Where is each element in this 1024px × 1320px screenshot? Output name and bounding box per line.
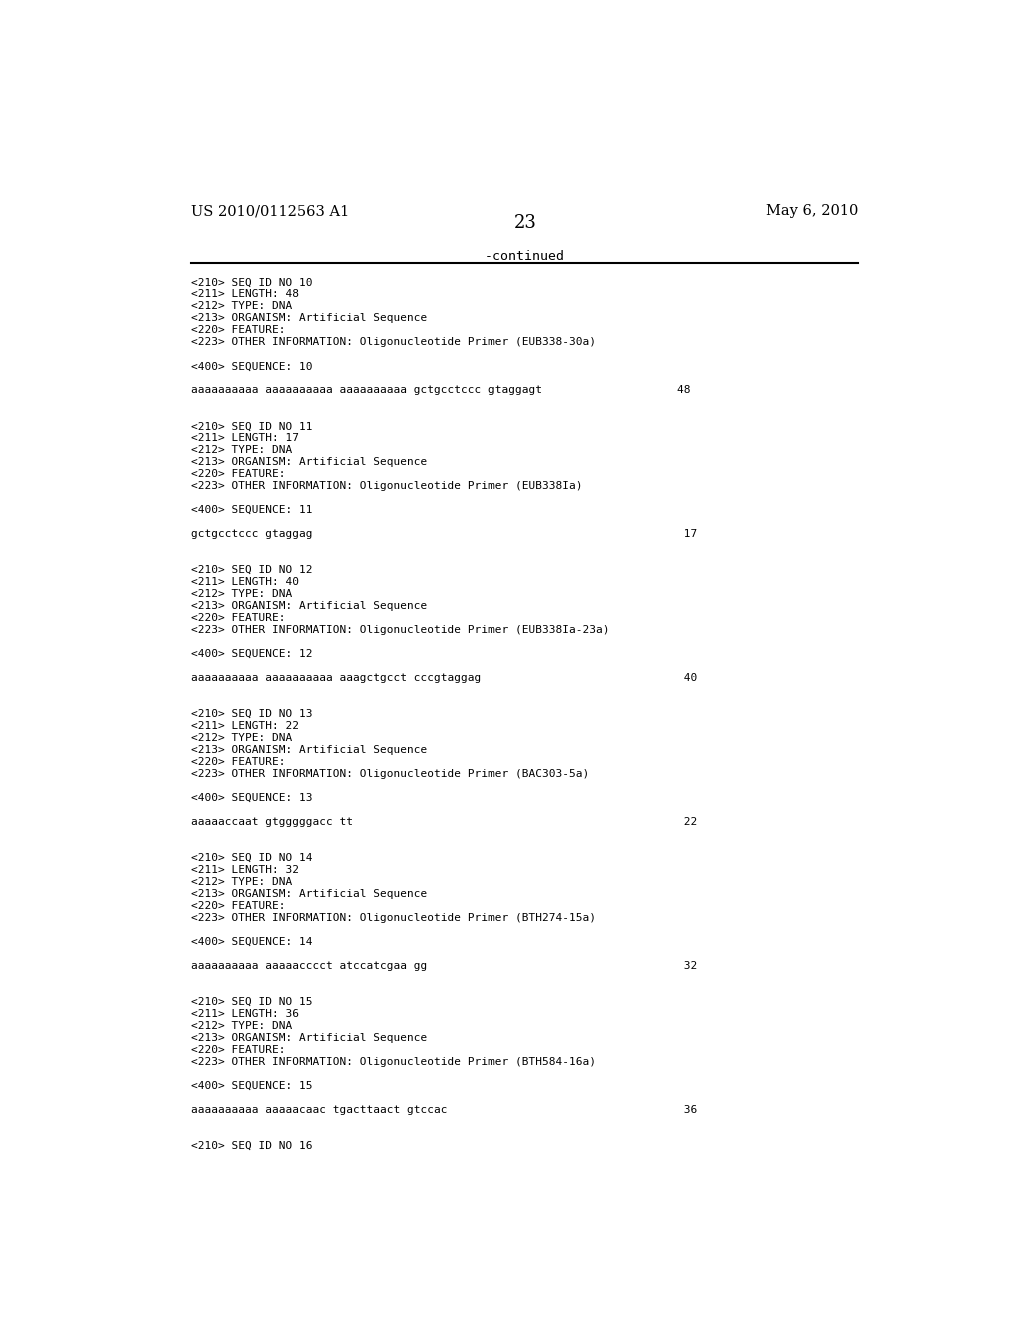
Text: <220> FEATURE:: <220> FEATURE: — [191, 902, 286, 911]
Text: <212> TYPE: DNA: <212> TYPE: DNA — [191, 445, 293, 455]
Text: <211> LENGTH: 36: <211> LENGTH: 36 — [191, 1008, 299, 1019]
Text: <211> LENGTH: 40: <211> LENGTH: 40 — [191, 577, 299, 587]
Text: <223> OTHER INFORMATION: Oligonucleotide Primer (EUB338Ia-23a): <223> OTHER INFORMATION: Oligonucleotide… — [191, 626, 610, 635]
Text: <223> OTHER INFORMATION: Oligonucleotide Primer (BTH584-16a): <223> OTHER INFORMATION: Oligonucleotide… — [191, 1057, 597, 1067]
Text: -continued: -continued — [484, 249, 565, 263]
Text: gctgcctccc gtaggag                                                       17: gctgcctccc gtaggag 17 — [191, 529, 697, 539]
Text: US 2010/0112563 A1: US 2010/0112563 A1 — [191, 205, 350, 218]
Text: aaaaaaaaaa aaaaacccct atccatcgaa gg                                      32: aaaaaaaaaa aaaaacccct atccatcgaa gg 32 — [191, 961, 697, 972]
Text: <220> FEATURE:: <220> FEATURE: — [191, 469, 286, 479]
Text: aaaaaaaaaa aaaaaaaaaa aaaaaaaaaa gctgcctccc gtaggagt                    48: aaaaaaaaaa aaaaaaaaaa aaaaaaaaaa gctgcct… — [191, 385, 691, 395]
Text: <400> SEQUENCE: 12: <400> SEQUENCE: 12 — [191, 649, 313, 659]
Text: <400> SEQUENCE: 14: <400> SEQUENCE: 14 — [191, 937, 313, 946]
Text: <213> ORGANISM: Artificial Sequence: <213> ORGANISM: Artificial Sequence — [191, 888, 428, 899]
Text: <223> OTHER INFORMATION: Oligonucleotide Primer (EUB338-30a): <223> OTHER INFORMATION: Oligonucleotide… — [191, 338, 597, 347]
Text: <212> TYPE: DNA: <212> TYPE: DNA — [191, 301, 293, 312]
Text: <220> FEATURE:: <220> FEATURE: — [191, 758, 286, 767]
Text: aaaaaccaat gtgggggacc tt                                                 22: aaaaaccaat gtgggggacc tt 22 — [191, 817, 697, 828]
Text: <211> LENGTH: 32: <211> LENGTH: 32 — [191, 865, 299, 875]
Text: aaaaaaaaaa aaaaaaaaaa aaagctgcct cccgtaggag                              40: aaaaaaaaaa aaaaaaaaaa aaagctgcct cccgtag… — [191, 673, 697, 684]
Text: May 6, 2010: May 6, 2010 — [766, 205, 858, 218]
Text: <400> SEQUENCE: 13: <400> SEQUENCE: 13 — [191, 793, 313, 803]
Text: <212> TYPE: DNA: <212> TYPE: DNA — [191, 1020, 293, 1031]
Text: <210> SEQ ID NO 11: <210> SEQ ID NO 11 — [191, 421, 313, 432]
Text: <223> OTHER INFORMATION: Oligonucleotide Primer (EUB338Ia): <223> OTHER INFORMATION: Oligonucleotide… — [191, 482, 583, 491]
Text: <212> TYPE: DNA: <212> TYPE: DNA — [191, 876, 293, 887]
Text: <213> ORGANISM: Artificial Sequence: <213> ORGANISM: Artificial Sequence — [191, 1034, 428, 1043]
Text: <212> TYPE: DNA: <212> TYPE: DNA — [191, 733, 293, 743]
Text: <212> TYPE: DNA: <212> TYPE: DNA — [191, 589, 293, 599]
Text: <220> FEATURE:: <220> FEATURE: — [191, 612, 286, 623]
Text: <400> SEQUENCE: 11: <400> SEQUENCE: 11 — [191, 506, 313, 515]
Text: <213> ORGANISM: Artificial Sequence: <213> ORGANISM: Artificial Sequence — [191, 744, 428, 755]
Text: <210> SEQ ID NO 14: <210> SEQ ID NO 14 — [191, 853, 313, 863]
Text: <211> LENGTH: 22: <211> LENGTH: 22 — [191, 721, 299, 731]
Text: <211> LENGTH: 48: <211> LENGTH: 48 — [191, 289, 299, 300]
Text: <210> SEQ ID NO 15: <210> SEQ ID NO 15 — [191, 997, 313, 1007]
Text: <213> ORGANISM: Artificial Sequence: <213> ORGANISM: Artificial Sequence — [191, 601, 428, 611]
Text: <223> OTHER INFORMATION: Oligonucleotide Primer (BAC303-5a): <223> OTHER INFORMATION: Oligonucleotide… — [191, 770, 590, 779]
Text: <400> SEQUENCE: 15: <400> SEQUENCE: 15 — [191, 1081, 313, 1090]
Text: <213> ORGANISM: Artificial Sequence: <213> ORGANISM: Artificial Sequence — [191, 457, 428, 467]
Text: <223> OTHER INFORMATION: Oligonucleotide Primer (BTH274-15a): <223> OTHER INFORMATION: Oligonucleotide… — [191, 913, 597, 923]
Text: <213> ORGANISM: Artificial Sequence: <213> ORGANISM: Artificial Sequence — [191, 313, 428, 323]
Text: <210> SEQ ID NO 13: <210> SEQ ID NO 13 — [191, 709, 313, 719]
Text: <220> FEATURE:: <220> FEATURE: — [191, 325, 286, 335]
Text: <210> SEQ ID NO 16: <210> SEQ ID NO 16 — [191, 1140, 313, 1151]
Text: <220> FEATURE:: <220> FEATURE: — [191, 1045, 286, 1055]
Text: aaaaaaaaaa aaaaacaac tgacttaact gtccac                                   36: aaaaaaaaaa aaaaacaac tgacttaact gtccac 3… — [191, 1105, 697, 1115]
Text: <210> SEQ ID NO 10: <210> SEQ ID NO 10 — [191, 277, 313, 288]
Text: <400> SEQUENCE: 10: <400> SEQUENCE: 10 — [191, 362, 313, 371]
Text: <211> LENGTH: 17: <211> LENGTH: 17 — [191, 433, 299, 444]
Text: 23: 23 — [513, 214, 537, 232]
Text: <210> SEQ ID NO 12: <210> SEQ ID NO 12 — [191, 565, 313, 576]
